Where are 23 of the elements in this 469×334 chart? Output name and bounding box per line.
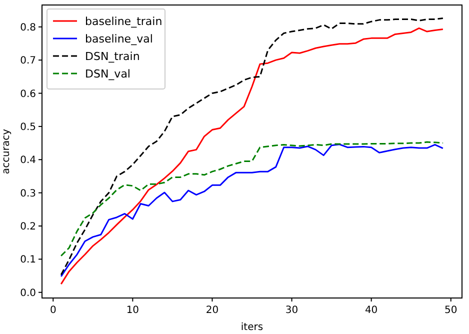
legend-label: DSN_train [85, 50, 140, 63]
legend-label: DSN_val [85, 68, 130, 80]
y-tick-label: 0.5 [20, 122, 36, 133]
y-tick-label: 0.8 [20, 22, 36, 34]
y-tick-label: 0.7 [20, 56, 36, 67]
x-tick-label: 0 [50, 305, 56, 316]
line-series [60, 144, 444, 278]
x-tick-label: 30 [285, 305, 298, 316]
y-tick-label: 0.6 [20, 88, 36, 100]
y-axis-title: accuracy [1, 128, 12, 174]
y-tick-label: 0.3 [20, 188, 36, 200]
y-tick-label: 0.4 [20, 155, 36, 166]
line-series [60, 141, 444, 257]
y-tick-label: 0.2 [20, 221, 36, 232]
x-axis-title: iters [240, 322, 264, 333]
legend-label: baseline_val [85, 32, 153, 46]
x-tick-label: 10 [126, 305, 140, 316]
x-tick-label: 50 [444, 305, 458, 316]
x-tick-label: 20 [206, 305, 219, 316]
y-tick-label: 0.0 [20, 288, 36, 299]
y-tick-label: 0.1 [20, 254, 36, 266]
x-tick-label: 40 [364, 305, 378, 316]
legend-label: baseline_train [85, 15, 162, 28]
